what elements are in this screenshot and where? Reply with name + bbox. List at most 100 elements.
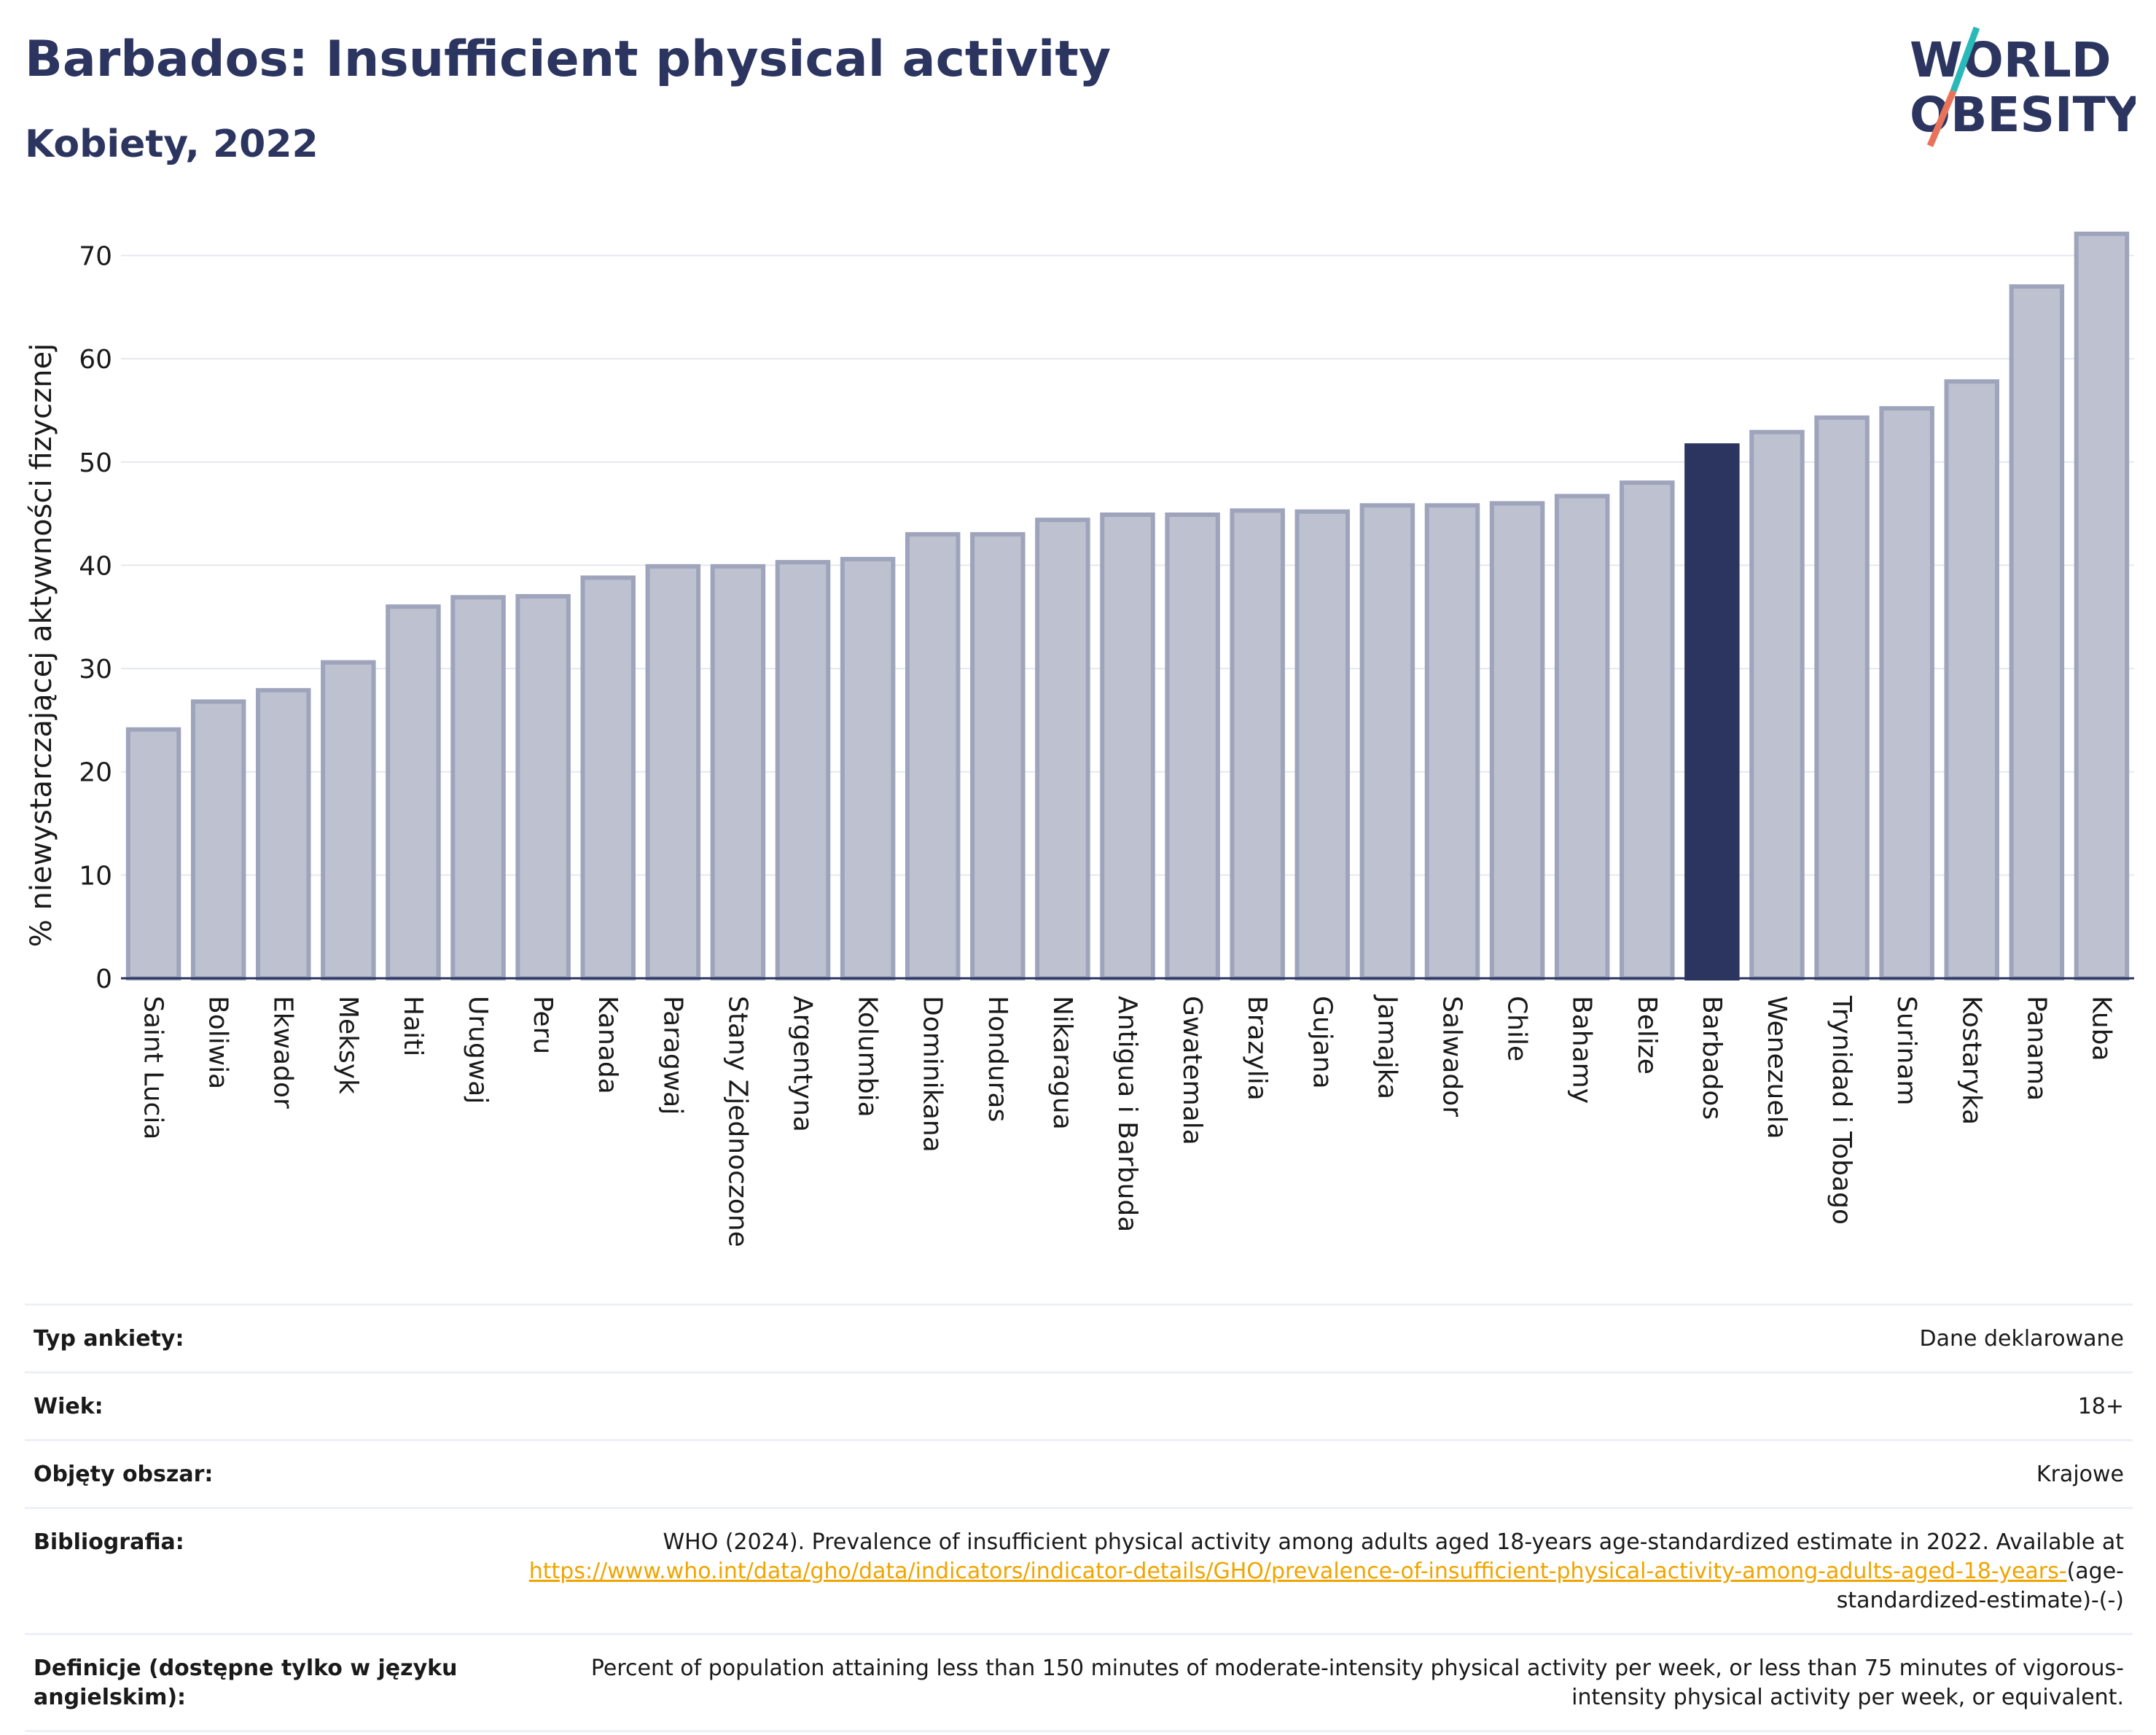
x-tick-label: Kolumbia [853, 996, 883, 1118]
bar-barbados [1684, 443, 1740, 980]
bar-jamajka [1359, 503, 1415, 980]
x-tick-label: Trynidad i Tobago [1827, 995, 1856, 1225]
x-tick-label: Ekwador [268, 996, 298, 1109]
y-tick-label: 50 [79, 448, 112, 478]
logo-word-obesity: OBESITY [1910, 87, 2136, 143]
info-row-bibliography: Bibliografia: WHO (2024). Prevalence of … [25, 1507, 2133, 1634]
x-tick-label: Wenezuela [1762, 996, 1792, 1139]
y-tick-label: 60 [79, 345, 112, 375]
y-tick-labels: 0 10 20 30 40 50 60 70 [79, 241, 112, 994]
y-tick-label: 0 [95, 964, 112, 994]
x-tick-label: Paragwaj [657, 996, 687, 1115]
bar-stany-zjednoczone [710, 564, 766, 980]
logo-slash-teal [1950, 26, 1980, 93]
x-tick-label: Nikaragua [1047, 996, 1077, 1130]
area-value: Krajowe [516, 1439, 2133, 1508]
y-tick-label: 70 [79, 241, 112, 271]
bibliography-link[interactable]: https://www.who.int/data/gho/data/indica… [528, 1559, 2067, 1584]
x-tick-label: Peru [528, 996, 558, 1054]
info-row-age: Wiek: 18+ [25, 1371, 2133, 1440]
x-tick-label: Kuba [2086, 996, 2116, 1061]
y-axis-label: % niewystarczającej aktywności fizycznej [25, 343, 58, 948]
bar-kanada [580, 575, 636, 980]
survey-type-label: Typ ankiety: [25, 1303, 516, 1373]
bar-argentyna [775, 560, 831, 980]
definitions-value: Percent of population attaining less tha… [516, 1633, 2133, 1732]
x-tick-label: Gwatemala [1177, 996, 1207, 1145]
page-subtitle: Kobiety, 2022 [25, 122, 319, 166]
world-obesity-logo: WORLD OBESITY [1910, 26, 2136, 147]
x-tick-label: Barbados [1697, 996, 1727, 1120]
area-label: Objęty obszar: [25, 1439, 516, 1508]
logo-slash-coral [1926, 90, 1957, 147]
age-label: Wiek: [25, 1371, 516, 1440]
bar-chile [1489, 501, 1545, 980]
x-tick-label: Salwador [1437, 996, 1466, 1117]
page-title: Barbados: Insufficient physical activity [25, 31, 1112, 88]
bar-gwatemala [1165, 512, 1220, 980]
bibliography-suffix: (age-standardized-estimate)-(-) [1836, 1559, 2124, 1613]
bar-antigua-i-barbuda [1100, 512, 1155, 980]
bibliography-value: WHO (2024). Prevalence of insufficient p… [516, 1507, 2133, 1634]
bar-gujana [1294, 509, 1351, 981]
bar-brazylia [1230, 508, 1285, 980]
bar-ekwador [255, 687, 311, 981]
x-tick-label: Antigua i Barbuda [1112, 996, 1142, 1232]
bibliography-label: Bibliografia: [25, 1507, 516, 1634]
x-tick-label: Meksyk [333, 996, 363, 1094]
bar-trynidad-i-tobago [1814, 415, 1870, 980]
bar-haiti [386, 604, 441, 981]
x-tick-label: Stany Zjednoczone [722, 996, 752, 1247]
x-tick-label: Dominikana [918, 996, 948, 1153]
bar-wenezuela [1749, 429, 1805, 980]
bar-honduras [970, 531, 1026, 980]
bar-peru [515, 593, 571, 980]
definitions-label: Definicje (dostępne tylko w języku angie… [25, 1633, 516, 1732]
bibliography-text: WHO (2024). Prevalence of insufficient p… [663, 1529, 2124, 1555]
bar-kolumbia [840, 556, 896, 980]
x-tick-label: Kostaryka [1956, 996, 1986, 1125]
bar-dominikana [905, 531, 961, 980]
x-tick-labels: Saint Lucia Boliwia Ekwador Meksyk Haiti Urug… [138, 994, 2117, 1247]
x-tick-label: Honduras [983, 996, 1012, 1122]
age-value: 18+ [516, 1371, 2133, 1440]
x-tick-label: Bahamy [1567, 996, 1597, 1104]
info-table: Typ ankiety: Dane deklarowane Wiek: 18+ … [25, 1303, 2133, 1732]
bar-boliwia [190, 699, 246, 980]
x-tick-label: Haiti [398, 996, 428, 1056]
info-row-definitions: Definicje (dostępne tylko w języku angie… [25, 1633, 2133, 1732]
x-tick-label: Boliwia [203, 996, 233, 1089]
y-tick-label: 20 [79, 758, 112, 788]
bar-belize [1620, 480, 1675, 980]
y-tick-label: 30 [79, 655, 112, 685]
x-tick-label: Urugwaj [463, 996, 493, 1104]
bar-kuba [2074, 231, 2130, 981]
info-row-area: Objęty obszar: Krajowe [25, 1439, 2133, 1508]
bar-paragwaj [645, 564, 701, 980]
x-tick-label: Panama [2021, 996, 2051, 1101]
bars [125, 231, 2130, 981]
x-tick-label: Saint Lucia [138, 996, 168, 1139]
y-tick-label: 40 [79, 551, 112, 581]
x-tick-label: Surinam [1891, 996, 1921, 1105]
logo-word-world: WORLD [1910, 32, 2112, 88]
y-tick-label: 10 [79, 861, 112, 891]
bar-meksyk [321, 660, 376, 981]
bar-bahamy [1554, 494, 1610, 980]
x-tick-label: Chile [1502, 996, 1532, 1061]
x-tick-label: Argentyna [788, 996, 818, 1132]
bar-urugwaj [450, 595, 506, 980]
x-tick-label: Jamajka [1372, 994, 1402, 1099]
bar-nikaragua [1035, 518, 1090, 980]
bar-saint-lucia [125, 727, 181, 980]
bar-surinam [1879, 406, 1934, 980]
x-tick-label: Belize [1632, 996, 1662, 1075]
x-tick-label: Gujana [1307, 996, 1337, 1089]
bar-salwador [1424, 503, 1480, 980]
x-tick-label: Brazylia [1242, 996, 1272, 1101]
survey-type-value: Dane deklarowane [516, 1303, 2133, 1373]
info-row-survey-type: Typ ankiety: Dane deklarowane [25, 1303, 2133, 1373]
bar-panama [2009, 284, 2065, 980]
bar-chart: 0 10 20 30 40 50 60 70 Saint Lucia Boliwia Ekwado… [25, 231, 2134, 1247]
x-tick-label: Kanada [593, 996, 622, 1094]
